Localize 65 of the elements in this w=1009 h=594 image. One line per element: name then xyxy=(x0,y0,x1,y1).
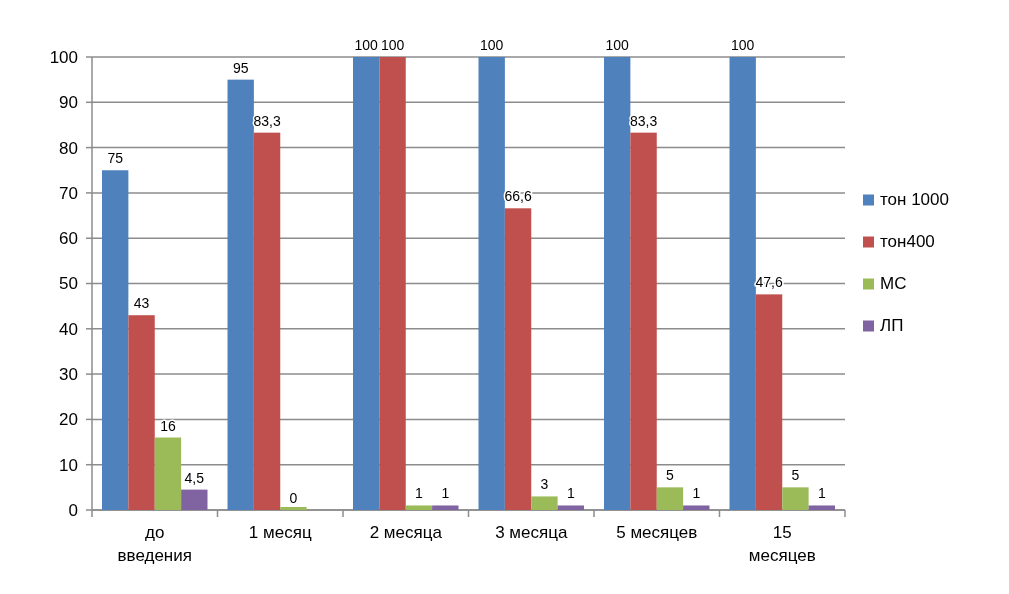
y-tick-label: 80 xyxy=(59,138,78,158)
bar xyxy=(808,505,835,510)
data-label: 1 xyxy=(441,485,450,502)
data-label: 1 xyxy=(415,485,424,502)
data-label: 1 xyxy=(692,485,701,502)
bar xyxy=(128,315,155,510)
data-label: 100 xyxy=(731,37,755,53)
x-tick-label: до введения xyxy=(117,523,192,565)
bar xyxy=(181,489,208,510)
bar xyxy=(782,487,809,510)
y-tick-label: 0 xyxy=(68,500,78,520)
bar xyxy=(353,57,380,510)
data-label: 5 xyxy=(666,467,675,484)
bar xyxy=(478,57,505,510)
data-label: 100 xyxy=(380,37,405,53)
data-label: 3 xyxy=(540,476,549,493)
bar xyxy=(227,79,254,510)
bar xyxy=(154,437,182,510)
data-label: 100 xyxy=(605,37,630,53)
y-tick-label: 20 xyxy=(59,410,78,430)
data-label: 100 xyxy=(354,37,379,53)
y-tick-label: 90 xyxy=(59,93,78,113)
y-tick-label: 40 xyxy=(59,319,78,339)
y-tick-label: 70 xyxy=(59,183,78,203)
y-tick-label: 10 xyxy=(59,455,78,475)
bar xyxy=(504,208,532,510)
data-label: 83,3 xyxy=(629,112,658,129)
y-tick-label: 30 xyxy=(59,365,78,385)
data-label: 1 xyxy=(817,485,826,502)
bar xyxy=(405,505,433,510)
bar xyxy=(253,132,281,510)
data-label: 43 xyxy=(133,295,150,312)
legend-label: ЛП xyxy=(880,316,904,336)
x-tick-label: 15 месяцев xyxy=(748,523,816,565)
x-tick-label: 5 месяцев xyxy=(616,523,698,542)
y-tick-label: 100 xyxy=(49,47,78,67)
bar xyxy=(729,57,756,510)
x-tick-label: 2 месяца xyxy=(369,523,443,542)
bar xyxy=(102,170,129,510)
legend-label: тон400 xyxy=(880,232,935,252)
data-label: 0 xyxy=(289,490,298,506)
bar xyxy=(656,487,684,510)
data-label: 95 xyxy=(232,59,249,76)
bar xyxy=(630,132,657,510)
y-tick-label: 60 xyxy=(59,229,78,249)
bar xyxy=(557,505,584,510)
data-label: 66,6 xyxy=(504,188,532,205)
bar xyxy=(432,505,459,510)
data-label: 75 xyxy=(107,150,124,167)
bar xyxy=(604,57,631,510)
data-label: 4,5 xyxy=(184,469,205,486)
bar xyxy=(755,294,783,510)
y-tick-label: 50 xyxy=(59,274,78,294)
x-tick-label: 1 месяц xyxy=(248,523,312,542)
data-label: 83,3 xyxy=(253,112,281,129)
data-label: 100 xyxy=(480,37,504,53)
data-label: 5 xyxy=(791,467,800,484)
bar xyxy=(531,496,558,510)
legend-label: тон 1000 xyxy=(880,190,949,210)
x-tick-label: 3 месяца xyxy=(495,523,568,542)
data-label: 16 xyxy=(160,417,176,434)
bar xyxy=(379,57,406,510)
legend-label: МС xyxy=(880,274,907,294)
bar xyxy=(683,505,710,510)
data-label: 1 xyxy=(566,485,575,502)
